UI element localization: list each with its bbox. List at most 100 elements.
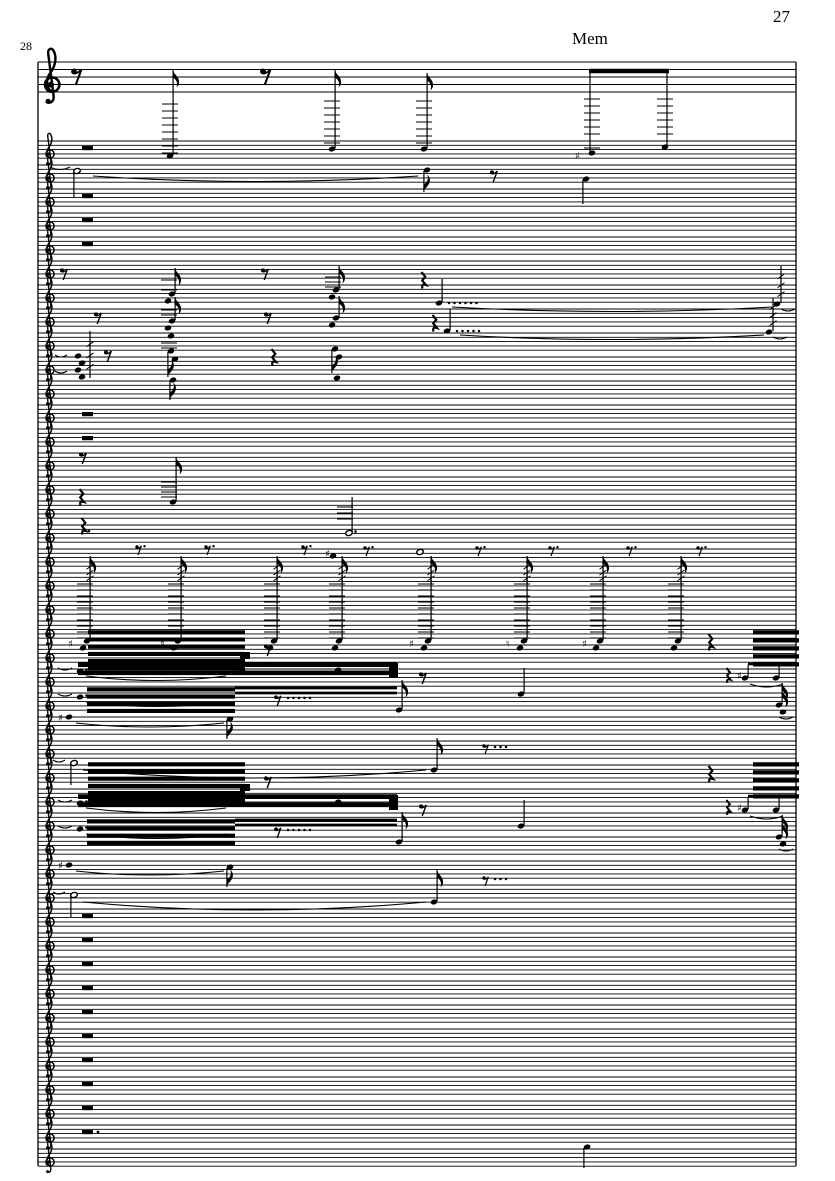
note-flag xyxy=(339,266,346,284)
measure-number: 28 xyxy=(20,39,32,53)
slur xyxy=(49,166,71,171)
note-head xyxy=(424,638,432,644)
leader-dot xyxy=(308,828,312,832)
leader-dot xyxy=(461,329,464,333)
note-flag xyxy=(782,690,789,708)
note-flag xyxy=(427,73,434,91)
eighth-rest xyxy=(276,827,282,839)
note-flag xyxy=(437,738,444,756)
slur xyxy=(92,175,419,183)
note-head xyxy=(238,668,246,674)
leader-dot xyxy=(303,696,306,700)
tremolo-slash xyxy=(777,282,785,289)
note-head xyxy=(772,675,780,681)
note-head xyxy=(334,799,342,805)
tremolo-slash xyxy=(273,563,281,570)
augmentation-dot xyxy=(371,546,374,549)
sharp-accidental-icon: ♯ xyxy=(582,639,587,650)
whole-rest xyxy=(82,146,93,151)
note-head xyxy=(169,499,177,505)
tremolo-slash xyxy=(86,575,94,582)
note-head xyxy=(423,167,431,173)
note-head xyxy=(420,146,428,152)
augmentation-dot xyxy=(85,826,88,829)
leader-dot xyxy=(464,301,467,305)
annotation-text: Mem xyxy=(572,29,608,48)
quarter-rest xyxy=(78,488,88,506)
leader-dot xyxy=(477,329,481,333)
note-head xyxy=(779,709,787,715)
tremolo-slash xyxy=(177,563,185,570)
note-head xyxy=(332,315,340,321)
note-head xyxy=(78,374,86,380)
beam-end-block xyxy=(389,663,398,678)
note-head xyxy=(430,899,438,905)
note-head xyxy=(164,298,172,304)
note-head xyxy=(779,841,787,847)
note-flag xyxy=(335,70,342,88)
page-number: 27 xyxy=(773,7,791,26)
note-flag xyxy=(226,869,233,887)
eighth-rest xyxy=(698,546,703,557)
tremolo-slash xyxy=(523,569,531,576)
quarter-rest xyxy=(431,314,441,332)
tremolo-slash xyxy=(427,575,435,582)
quarter-rest xyxy=(707,633,717,651)
note-head xyxy=(334,667,342,673)
tremolo-slash xyxy=(599,563,607,570)
treble-clef-icon xyxy=(43,47,61,106)
leader-dot xyxy=(297,696,301,700)
note-flag xyxy=(402,680,409,698)
tremolo-slash xyxy=(777,273,785,280)
tremolo-slash xyxy=(523,563,531,570)
leader-dot xyxy=(504,877,508,881)
leader-dot xyxy=(455,329,459,333)
tremolo-slash xyxy=(777,291,785,298)
slur xyxy=(85,807,227,814)
note-flag xyxy=(169,382,176,400)
quarter-rest xyxy=(707,765,717,783)
note-head xyxy=(270,638,278,644)
note-head xyxy=(65,862,73,868)
note-head xyxy=(592,645,600,651)
note-head xyxy=(775,702,783,708)
leader-dot xyxy=(286,828,290,832)
note-flag xyxy=(175,297,182,315)
note-head xyxy=(335,354,343,360)
note-flag xyxy=(173,70,180,88)
note-head xyxy=(238,800,246,806)
note-head xyxy=(76,694,84,700)
eighth-rest xyxy=(266,776,272,789)
note-head xyxy=(661,144,669,150)
eighth-rest xyxy=(276,695,282,707)
note-head xyxy=(328,322,336,328)
slur xyxy=(772,336,788,340)
note-head xyxy=(335,638,343,644)
leader-dot xyxy=(504,745,508,749)
whole-rest xyxy=(82,1106,93,1111)
slur xyxy=(54,354,68,358)
note-head xyxy=(79,645,87,651)
leader-dot xyxy=(447,301,451,305)
slur xyxy=(57,693,73,697)
tremolo-slash xyxy=(523,575,531,582)
note-head xyxy=(430,767,438,773)
tremolo-slash xyxy=(769,312,777,319)
sharp-accidental-icon: ♯ xyxy=(575,151,580,162)
note-head xyxy=(168,318,176,324)
note-head xyxy=(169,377,177,383)
eighth-rest xyxy=(137,545,142,556)
whole-rest xyxy=(82,218,93,223)
tremolo-slash xyxy=(677,563,685,570)
note-flag xyxy=(782,822,789,840)
slur xyxy=(778,716,794,720)
note-head xyxy=(415,548,425,556)
note-head xyxy=(765,329,773,335)
tremolo-slash xyxy=(86,352,94,359)
whole-rest xyxy=(82,1130,93,1135)
tremolo-slash xyxy=(599,569,607,576)
sharp-accidental-icon: ♯ xyxy=(737,671,742,682)
note-head xyxy=(517,691,525,697)
tremolo-slash xyxy=(338,563,346,570)
tremolo-slash xyxy=(677,569,685,576)
